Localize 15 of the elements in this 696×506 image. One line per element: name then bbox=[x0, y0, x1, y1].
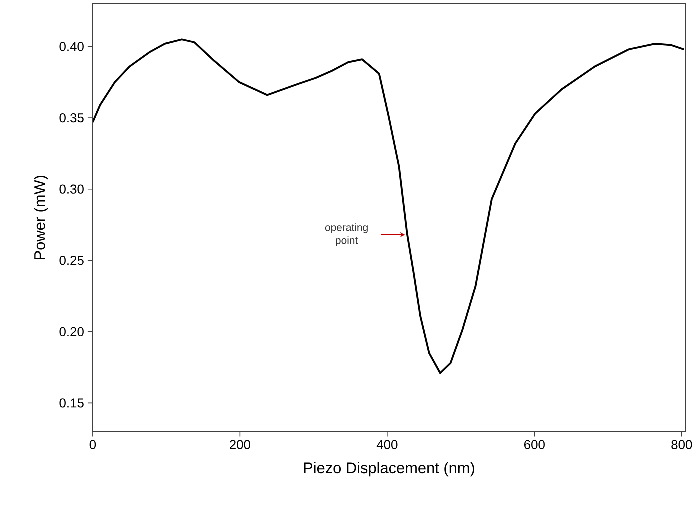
y-axis-title: Power (mW) bbox=[34, 176, 48, 260]
x-tick-label: 0 bbox=[90, 440, 96, 450]
annotation: operating point bbox=[325, 224, 368, 246]
y-tick-label: 0.40 bbox=[60, 42, 84, 52]
x-axis-title: Piezo Displacement (nm) bbox=[304, 462, 474, 477]
y-tick-label: 0.20 bbox=[60, 327, 84, 337]
x-tick-label: 200 bbox=[230, 440, 250, 450]
y-tick-label: 0.30 bbox=[60, 184, 84, 194]
line-series bbox=[92, 38, 686, 374]
x-tick-label: 800 bbox=[672, 440, 692, 450]
x-tick-label: 600 bbox=[524, 440, 545, 450]
x-tick-label: 400 bbox=[376, 440, 398, 450]
y-tick-label: 0.25 bbox=[60, 256, 84, 266]
y-tick-label: 0.35 bbox=[60, 114, 84, 123]
y-tick-label: 0.15 bbox=[60, 398, 84, 408]
